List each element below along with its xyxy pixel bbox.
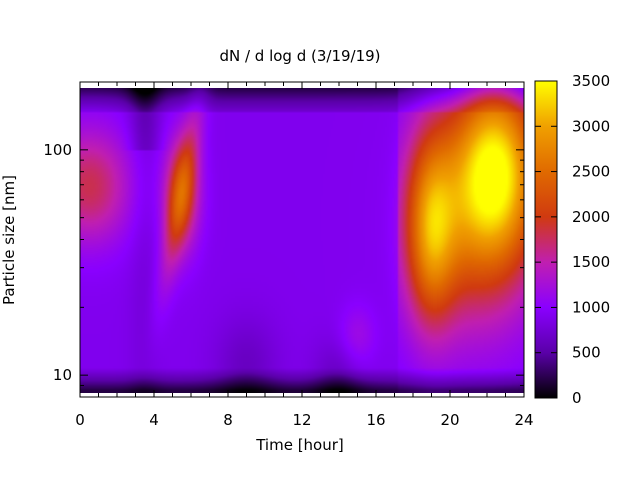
x-tick-label: 20 <box>440 411 459 429</box>
colorbar: 0 500 1000 1500 2000 2500 3000 3500 <box>534 72 610 407</box>
y-axis: 10 100 <box>43 81 524 398</box>
x-axis-label: Time [hour] <box>255 436 344 454</box>
colorbar-tick-label: 1500 <box>572 253 610 271</box>
colorbar-tick-label: 500 <box>572 344 601 362</box>
colorbar-tick-label: 3000 <box>572 117 610 135</box>
colorbar-tick-label: 2000 <box>572 208 610 226</box>
colorbar-frame <box>534 80 558 399</box>
colorbar-gradient <box>535 81 557 398</box>
colorbar-tick-label: 3500 <box>572 72 610 90</box>
x-axis: 0 4 8 12 16 20 24 <box>75 82 534 429</box>
colorbar-tick-label: 2500 <box>572 163 610 181</box>
x-tick-label: 8 <box>223 411 233 429</box>
colorbar-ticks: 0 500 1000 1500 2000 2500 3000 3500 <box>535 72 610 407</box>
x-tick-label: 12 <box>292 411 311 429</box>
x-tick-label: 0 <box>75 411 85 429</box>
y-axis-label: Particle size [nm] <box>0 175 18 305</box>
y-tick-label: 100 <box>43 141 72 159</box>
y-tick-label: 10 <box>53 366 72 384</box>
plot-area <box>79 81 525 398</box>
x-tick-label: 24 <box>514 411 533 429</box>
heatmap-image <box>80 88 524 393</box>
colorbar-tick-label: 0 <box>572 389 582 407</box>
chart-title: dN / d log d (3/19/19) <box>219 47 380 65</box>
colorbar-tick-label: 1000 <box>572 298 610 316</box>
x-tick-label: 4 <box>149 411 159 429</box>
x-tick-label: 16 <box>366 411 385 429</box>
